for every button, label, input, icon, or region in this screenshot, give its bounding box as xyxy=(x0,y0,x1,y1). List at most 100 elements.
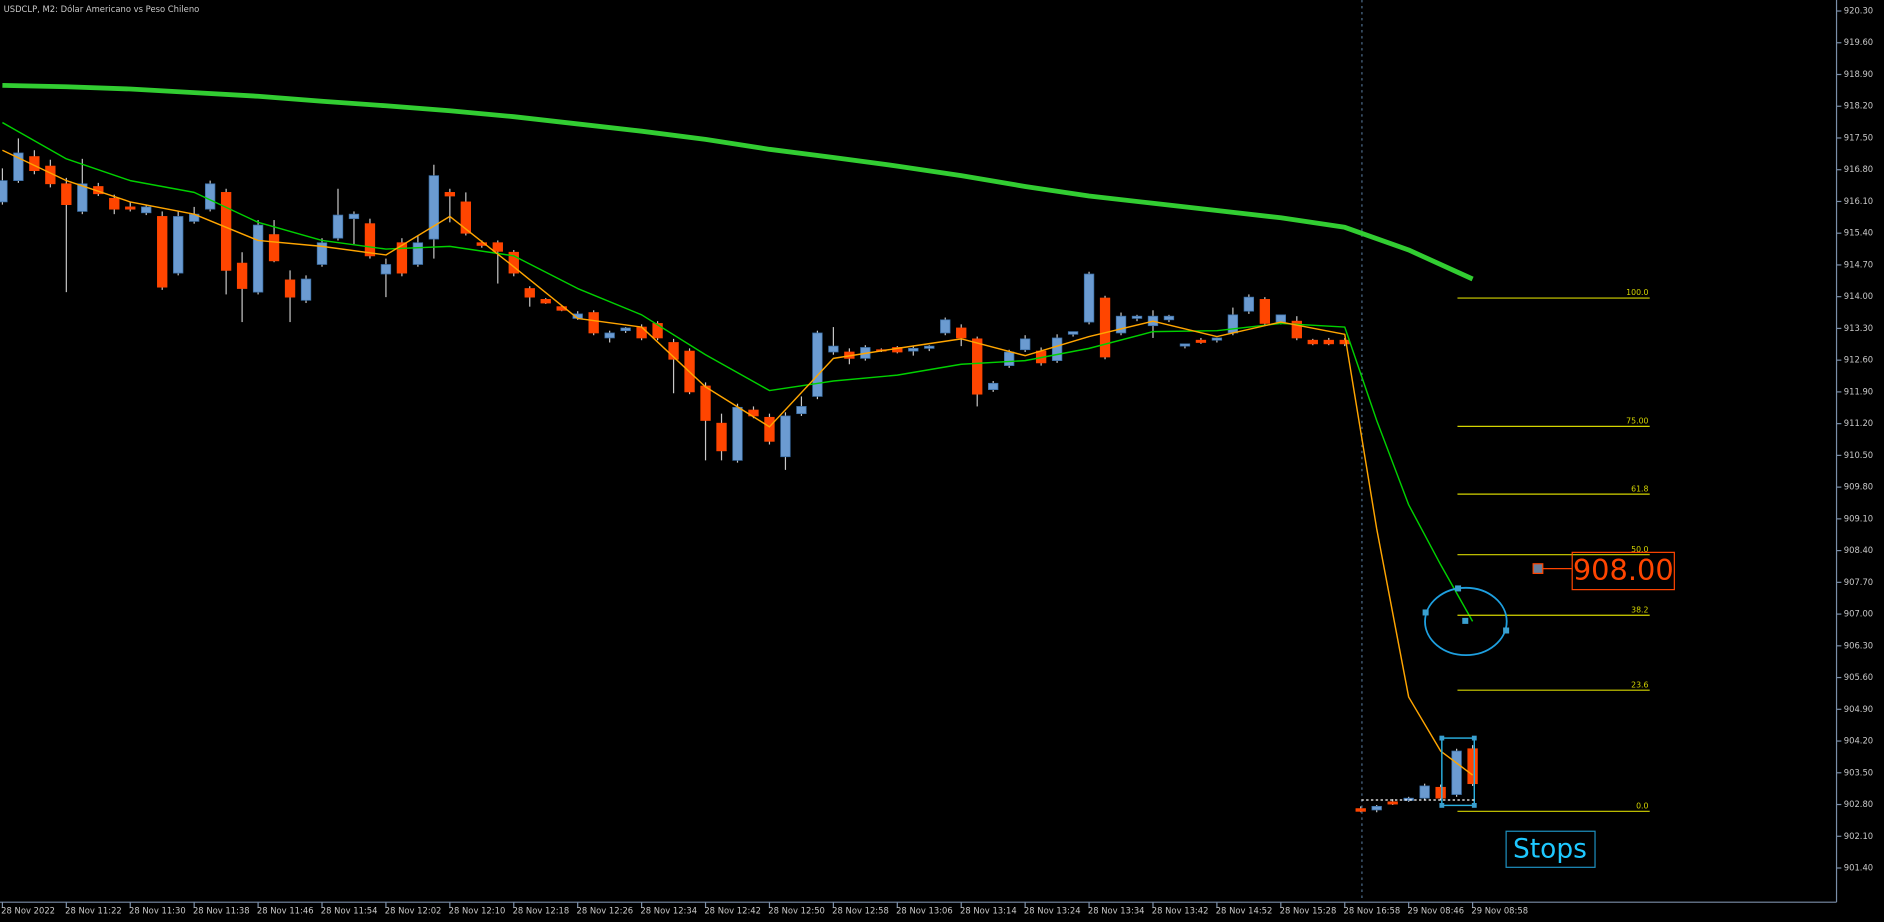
candle-body xyxy=(716,422,727,452)
y-tick-label: 907.00 xyxy=(1844,609,1873,619)
y-tick-label: 919.60 xyxy=(1844,37,1873,47)
fib-label: 50.0 xyxy=(1631,545,1648,554)
candle-body xyxy=(0,180,8,203)
candle-body xyxy=(940,319,951,334)
candle-body xyxy=(540,299,551,304)
handle xyxy=(1439,802,1445,808)
candle-body xyxy=(1083,273,1095,323)
fib-label: 38.2 xyxy=(1631,605,1648,614)
candle-body xyxy=(988,382,999,390)
x-tick-label: 28 Nov 16:58 xyxy=(1344,906,1401,916)
candle-body xyxy=(1435,786,1446,799)
y-tick-label: 904.90 xyxy=(1844,704,1873,714)
candle-body xyxy=(348,213,360,220)
candle-body xyxy=(380,264,392,275)
y-tick-label: 913.30 xyxy=(1844,323,1873,333)
moving-average xyxy=(2,149,1474,776)
candle-body xyxy=(972,338,983,395)
candle-body xyxy=(1307,339,1318,345)
candle-body xyxy=(284,279,296,298)
fib-label: 100.0 xyxy=(1626,288,1648,297)
x-tick-label: 28 Nov 2022 xyxy=(1,906,55,916)
x-tick-label: 28 Nov 14:52 xyxy=(1216,906,1273,916)
x-tick-label: 28 Nov 11:46 xyxy=(257,906,314,916)
candle-body xyxy=(1195,339,1207,343)
plot: 100.0 75.00 61.8 50.0 38.2 23.6 0.0 xyxy=(0,82,1650,813)
x-tick-label: 28 Nov 12:02 xyxy=(385,906,442,916)
candle-body xyxy=(732,406,743,461)
candle-body xyxy=(1179,343,1191,347)
candle-body xyxy=(812,332,823,397)
candle-body xyxy=(556,306,567,311)
drawing-objects xyxy=(1361,563,1572,808)
handle xyxy=(1471,735,1477,741)
fib-label: 0.0 xyxy=(1636,802,1648,811)
candle-body xyxy=(316,242,328,265)
x-tick-label: 28 Nov 13:06 xyxy=(896,906,953,916)
x-tick-label: 28 Nov 11:22 xyxy=(65,906,122,916)
annotation-box xyxy=(1571,551,1675,591)
candle-body xyxy=(1099,297,1111,358)
candle-body xyxy=(492,242,503,252)
x-tick-label: 28 Nov 12:26 xyxy=(576,906,633,916)
fib-label: 23.6 xyxy=(1631,680,1648,689)
annotation-stops: Stops xyxy=(1513,833,1587,864)
y-tick-label: 917.50 xyxy=(1844,132,1873,142)
fib-label: 75.00 xyxy=(1626,417,1648,426)
candle-body xyxy=(1467,748,1478,785)
candle-body xyxy=(1259,299,1271,324)
candle-body xyxy=(1051,337,1063,361)
handle xyxy=(1471,802,1477,808)
annotation-price: 908.00 xyxy=(1573,553,1674,587)
x-tick-label: 28 Nov 13:34 xyxy=(1088,906,1145,916)
fib-label: 61.8 xyxy=(1631,484,1648,493)
y-tick-label: 908.40 xyxy=(1844,545,1873,555)
y-tick-label: 914.70 xyxy=(1844,259,1873,269)
candle-body xyxy=(444,192,456,197)
ellipse-object xyxy=(1424,586,1508,657)
candle-body xyxy=(173,216,184,274)
candle-body xyxy=(61,183,72,205)
candle-body xyxy=(141,206,152,214)
x-tick-label: 28 Nov 11:30 xyxy=(129,906,186,916)
candle-body xyxy=(1339,339,1350,345)
candle-body xyxy=(125,206,136,210)
candle-body xyxy=(268,234,280,262)
price-marker xyxy=(1532,563,1544,574)
x-tick-label: 28 Nov 12:58 xyxy=(832,906,889,916)
candle-body xyxy=(252,224,264,293)
candle-body xyxy=(652,323,663,339)
candle-body xyxy=(1371,805,1382,811)
candle-body xyxy=(1451,750,1462,795)
candle-body xyxy=(1131,315,1143,319)
candle-body xyxy=(748,409,759,417)
y-tick-label: 909.80 xyxy=(1844,482,1873,492)
x-tick-label: 28 Nov 13:42 xyxy=(1152,906,1209,916)
x-tick-label: 28 Nov 15:28 xyxy=(1280,906,1337,916)
y-tick-label: 902.10 xyxy=(1844,831,1873,841)
y-tick-label: 920.30 xyxy=(1844,6,1873,16)
candle-body xyxy=(828,345,839,353)
x-tick-label: 29 Nov 08:58 xyxy=(1471,906,1528,916)
x-tick-label: 28 Nov 11:54 xyxy=(321,906,378,916)
y-tick-label: 911.90 xyxy=(1844,386,1873,396)
y-tick-label: 912.60 xyxy=(1844,355,1873,365)
candle-body xyxy=(1291,320,1302,339)
candle-body xyxy=(109,197,120,210)
candle-body xyxy=(700,385,711,421)
chart-title: USDCLP, M2: Dólar Americano vs Peso Chil… xyxy=(4,4,200,14)
y-tick-label: 905.60 xyxy=(1844,672,1873,682)
moving-average xyxy=(2,82,1474,282)
candle-body xyxy=(396,242,408,274)
candle-body xyxy=(524,288,535,298)
x-tick-label: 28 Nov 12:50 xyxy=(768,906,825,916)
x-tick-label: 28 Nov 11:38 xyxy=(193,906,250,916)
candle-body xyxy=(1355,808,1366,812)
y-tick-label: 910.50 xyxy=(1844,450,1873,460)
x-tick-label: 28 Nov 13:14 xyxy=(960,906,1017,916)
handle xyxy=(1439,735,1445,741)
candle-body xyxy=(236,262,248,289)
candle-body xyxy=(364,223,376,257)
